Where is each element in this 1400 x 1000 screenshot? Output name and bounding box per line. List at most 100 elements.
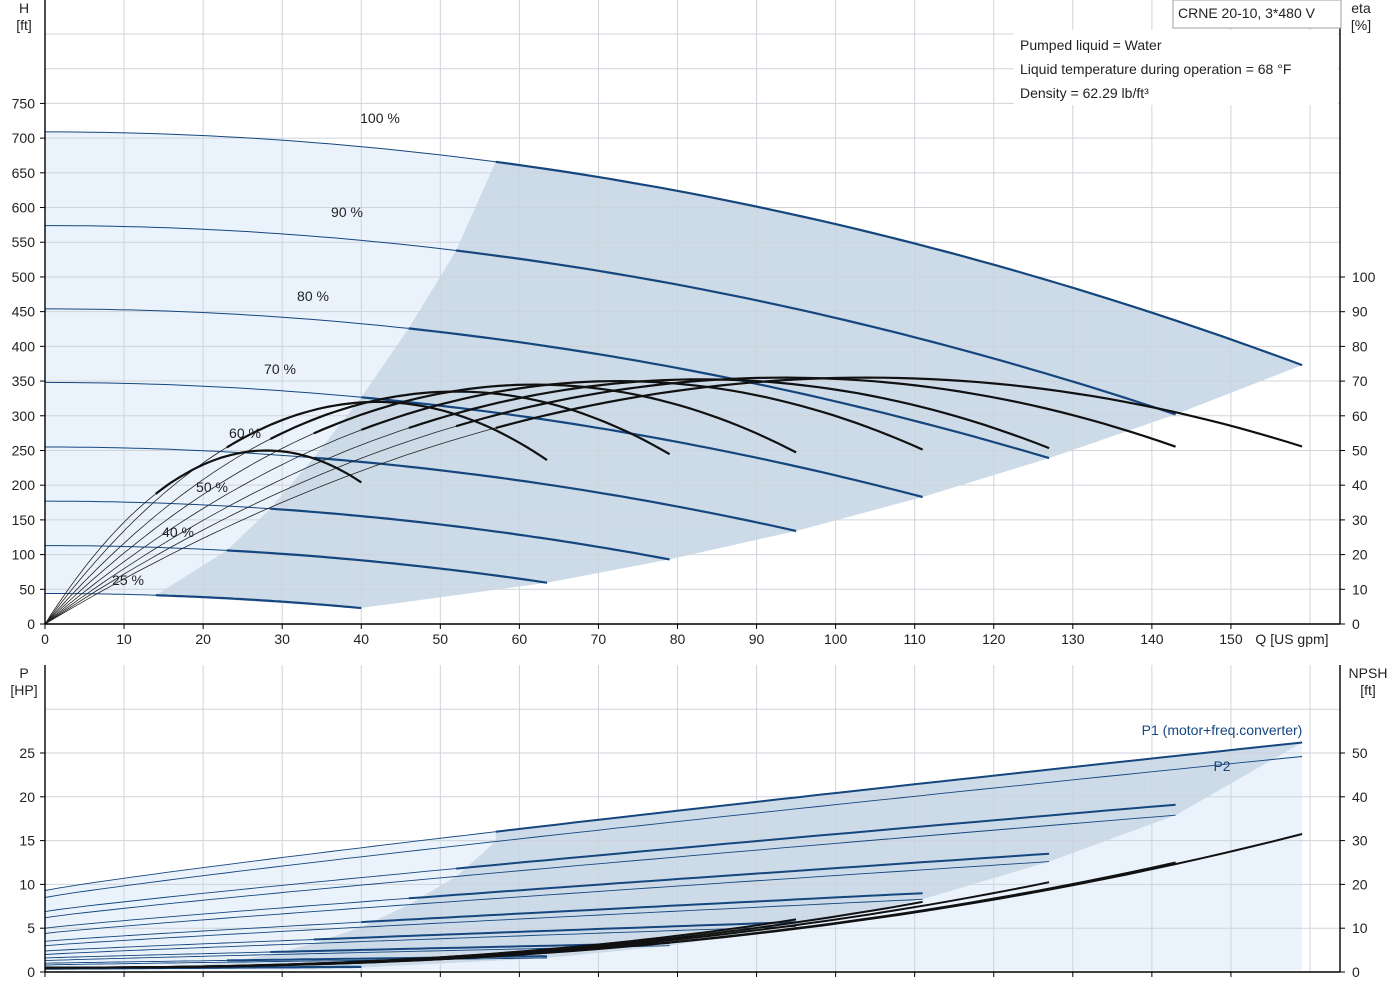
h-tick-label: 100: [12, 547, 36, 563]
head-curve: [455, 249, 1176, 416]
x-tick-label: 90: [749, 631, 765, 647]
efficiency-curve-extension: [44, 427, 496, 625]
speed-label: 60 %: [229, 425, 261, 441]
info-line-density: Density = 62.29 lb/ft³: [1020, 85, 1149, 101]
head-curve-extension: [45, 593, 156, 596]
h-tick-label: 150: [12, 512, 36, 528]
model-label: CRNE 20-10, 3*480 V: [1178, 5, 1316, 21]
x-tick-label: 110: [904, 631, 927, 647]
x-tick-label: 120: [982, 631, 1006, 647]
p1-curve-extension: [44, 951, 271, 959]
eta-tick-label: 20: [1352, 547, 1368, 563]
head-curve-extension: [45, 545, 227, 551]
head-curve: [155, 594, 362, 610]
h-tick-label: 750: [12, 95, 36, 111]
p1-curve: [408, 852, 1050, 900]
x-tick-label: 20: [195, 631, 211, 647]
p1-legend-label: P1 (motor+freq.converter): [1142, 722, 1303, 738]
p1-curve: [495, 741, 1303, 833]
p2-curve: [456, 814, 1176, 877]
model-box: [1172, 0, 1342, 29]
head-curve-extension: [45, 308, 409, 329]
p1-curve: [361, 892, 923, 924]
x-tick-label: 10: [116, 631, 132, 647]
x-tick-label: 130: [1061, 631, 1085, 647]
speed-label: 50 %: [196, 479, 228, 495]
x-axis-label: Q [US gpm]: [1255, 631, 1328, 647]
h-axis-unit: [ft]: [16, 17, 32, 33]
eta-tick-label: 50: [1352, 443, 1368, 459]
p1-curve-extension: [44, 939, 314, 952]
p1-curve-extension: [44, 921, 362, 942]
efficiency-curve: [455, 376, 1176, 448]
h-tick-label: 300: [12, 408, 36, 424]
p1-curve-extension: [44, 868, 457, 913]
p2-curve: [313, 925, 797, 944]
h-tick-label: 600: [12, 200, 36, 216]
eta-tick-label: 70: [1352, 373, 1368, 389]
head-curve-extension: [45, 446, 314, 459]
head-axes: [40, 0, 1345, 629]
speed-label: 25 %: [112, 572, 144, 588]
eta-axis-unit: [%]: [1351, 17, 1371, 33]
info-box-bg: [1014, 30, 1338, 105]
p-tick-label: 25: [19, 745, 35, 761]
head-curve-extension: [44, 381, 362, 398]
eta-tick-label: 60: [1352, 408, 1368, 424]
speed-label: 90 %: [331, 204, 363, 220]
p2-curve-extension: [44, 904, 409, 934]
p2-curve-extension: [44, 942, 314, 955]
h-axis-title: H: [19, 0, 29, 16]
head-curve: [226, 549, 548, 584]
p2-curve-extension: [44, 968, 156, 970]
power-range-fills: [45, 742, 1303, 971]
x-tick-label: 40: [353, 631, 369, 647]
power-npsh-curves: [44, 741, 1303, 970]
x-tick-label: 70: [591, 631, 607, 647]
x-tick-label: 50: [433, 631, 449, 647]
npsh-axis-unit: [ft]: [1360, 682, 1376, 698]
head-curve: [313, 456, 797, 533]
power-axes: [40, 665, 1345, 977]
power-npsh-panel: 0 5 10 15 20 25 0 10 20 30 40 50 P[HP] NPSH[ft] P1 (mo…: [10, 665, 1387, 980]
head-efficiency-panel: 0 10 20 30 40 50 60 70 80 90 100 110 120 130 140 150 Q […: [12, 0, 1376, 647]
npsh-tick-label: 50: [1352, 745, 1368, 761]
head-efficiency-curves: [44, 131, 1303, 625]
speed-label: 100 %: [360, 110, 400, 126]
h-tick-label: 500: [12, 269, 36, 285]
h-tick-label: 700: [12, 130, 36, 146]
efficiency-curve-extension: [44, 433, 314, 625]
speed-label: 70 %: [264, 361, 296, 377]
p2-curve-extension: [44, 876, 457, 919]
x-tick-label: 0: [41, 631, 49, 647]
efficiency-curve-extension: [44, 493, 156, 625]
x-tick-label: 30: [274, 631, 290, 647]
efficiency-curve: [408, 378, 1050, 450]
head-curve: [495, 160, 1303, 367]
head-curve: [361, 396, 923, 499]
eta-tick-label: 100: [1352, 269, 1376, 285]
p1-curve-extension: [44, 897, 409, 929]
p1-curve-extension: [44, 831, 496, 891]
h-tick-label: 550: [12, 234, 36, 250]
p1-curve: [313, 921, 797, 941]
efficiency-curve: [360, 379, 924, 451]
p-tick-label: 5: [27, 920, 35, 936]
info-line-liquid: Pumped liquid = Water: [1020, 37, 1162, 53]
head-curve-extension: [45, 225, 457, 251]
p-tick-label: 0: [27, 964, 35, 980]
speed-label: 40 %: [162, 524, 194, 540]
p1-curve-extension: [44, 959, 227, 964]
efficiency-curve: [155, 449, 362, 495]
p2-curve: [155, 967, 362, 970]
head-labels: 0 10 20 30 40 50 60 70 80 90 100 110 120 130 140 150 Q […: [12, 0, 1376, 647]
h-tick-label: 50: [19, 581, 35, 597]
info-box: CRNE 20-10, 3*480 V Pumped liquid = Wate…: [1014, 0, 1342, 105]
eta-tick-label: 30: [1352, 512, 1368, 528]
info-line-temperature: Liquid temperature during operation = 68…: [1020, 61, 1291, 77]
p2-curve: [495, 756, 1303, 842]
p2-curve-extension: [44, 961, 227, 966]
p-tick-label: 15: [19, 833, 35, 849]
x-tick-label: 150: [1219, 631, 1243, 647]
